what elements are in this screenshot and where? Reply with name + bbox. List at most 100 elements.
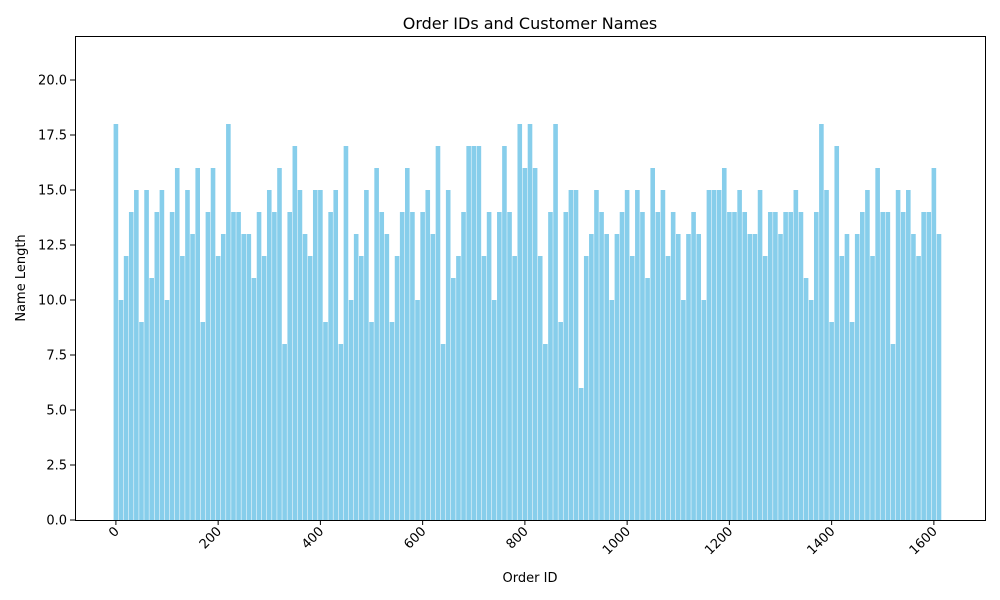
bar xyxy=(144,190,149,520)
bar xyxy=(287,212,293,520)
bar xyxy=(890,344,896,520)
bar xyxy=(808,300,814,520)
bar xyxy=(128,212,134,520)
chart-title: Order IDs and Customer Names xyxy=(403,14,658,33)
bar xyxy=(783,212,788,520)
bar xyxy=(624,190,630,520)
bar xyxy=(619,212,625,520)
bar xyxy=(231,212,236,520)
bar xyxy=(190,234,195,520)
bar xyxy=(374,168,379,520)
bar xyxy=(578,388,584,520)
bar xyxy=(706,190,712,520)
y-tick-label: 15.0 xyxy=(38,184,67,199)
bar xyxy=(895,190,901,520)
bar xyxy=(921,212,926,520)
bar xyxy=(445,190,451,520)
bar xyxy=(353,234,359,520)
bar xyxy=(594,190,599,520)
bar xyxy=(824,190,829,520)
bar xyxy=(665,256,671,520)
bar xyxy=(727,212,732,520)
bar xyxy=(466,146,471,520)
bar xyxy=(527,124,533,520)
bar xyxy=(742,212,748,520)
bar xyxy=(614,234,620,520)
bar xyxy=(149,278,154,520)
bar xyxy=(266,190,272,520)
bar xyxy=(926,212,932,520)
bar xyxy=(236,212,241,520)
bar xyxy=(451,278,456,520)
bar xyxy=(839,256,845,520)
bar xyxy=(307,256,313,520)
bar xyxy=(767,212,773,520)
bar xyxy=(312,190,318,520)
bar xyxy=(691,212,696,520)
y-tick-label: 10.0 xyxy=(38,294,67,309)
bar xyxy=(440,344,446,520)
bar xyxy=(798,212,804,520)
bar xyxy=(834,146,840,520)
bar xyxy=(369,322,374,520)
bar xyxy=(645,278,650,520)
bar xyxy=(583,256,589,520)
bar xyxy=(282,344,287,520)
bar xyxy=(563,212,569,520)
bar xyxy=(916,256,921,520)
bar xyxy=(675,234,681,520)
bar xyxy=(512,256,517,520)
bar xyxy=(220,234,226,520)
y-tick-label: 7.5 xyxy=(46,349,67,364)
bar xyxy=(553,124,558,520)
bar xyxy=(650,168,655,520)
bar xyxy=(716,190,722,520)
bar xyxy=(251,278,257,520)
bar xyxy=(778,234,783,520)
bar xyxy=(415,300,420,520)
bar xyxy=(844,234,850,520)
bar xyxy=(906,190,911,520)
plot-area-frame xyxy=(75,36,986,521)
bar xyxy=(640,212,645,520)
bar xyxy=(261,256,267,520)
bar xyxy=(481,256,487,520)
bar xyxy=(854,234,860,520)
bar xyxy=(399,212,405,520)
bar xyxy=(701,300,707,520)
bar xyxy=(256,212,262,520)
bar xyxy=(686,234,691,520)
bar xyxy=(333,190,339,520)
bar xyxy=(880,212,886,520)
bar xyxy=(885,212,891,520)
y-tick-label: 2.5 xyxy=(46,459,67,474)
bar xyxy=(788,212,794,520)
bar xyxy=(537,256,543,520)
bar xyxy=(911,234,916,520)
bar xyxy=(568,190,574,520)
bar xyxy=(875,168,880,520)
bar xyxy=(394,256,400,520)
y-axis-label: Name Length xyxy=(14,234,29,321)
bars-group xyxy=(113,124,942,520)
bar xyxy=(164,300,170,520)
bar xyxy=(491,300,497,520)
bar xyxy=(813,212,819,520)
x-axis-label: Order ID xyxy=(503,571,558,586)
bar xyxy=(752,234,758,520)
bar xyxy=(517,124,523,520)
bar xyxy=(205,212,211,520)
bar xyxy=(215,256,221,520)
bar xyxy=(522,168,528,520)
bar xyxy=(405,168,410,520)
bar xyxy=(384,234,390,520)
bar xyxy=(435,146,441,520)
bar xyxy=(762,256,768,520)
bar xyxy=(379,212,385,520)
bar xyxy=(456,256,461,520)
bar xyxy=(497,212,502,520)
bar xyxy=(486,212,492,520)
bar xyxy=(629,256,635,520)
bar xyxy=(696,234,702,520)
